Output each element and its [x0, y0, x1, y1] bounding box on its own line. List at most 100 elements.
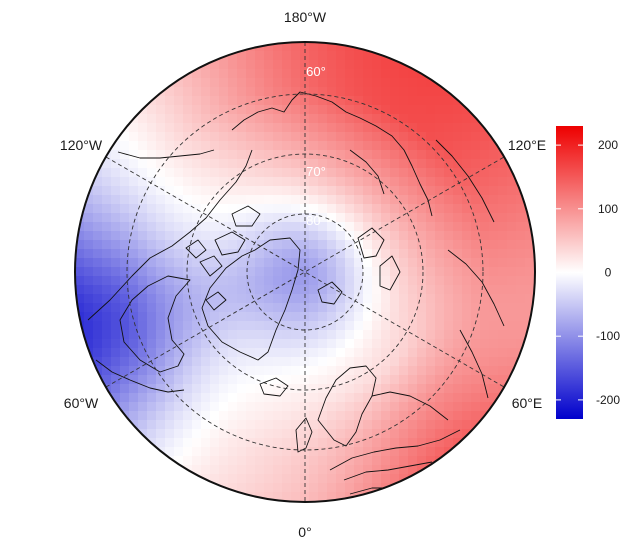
field-cell [363, 483, 373, 493]
field-cell [417, 375, 427, 385]
field-cell [255, 186, 265, 196]
field-cell [426, 393, 436, 403]
field-cell [102, 375, 112, 385]
field-cell [282, 186, 292, 196]
field-cell [417, 294, 427, 304]
field-cell [273, 501, 283, 502]
field-cell [111, 231, 121, 241]
field-cell [156, 105, 166, 115]
field-cell [444, 240, 454, 250]
field-cell [417, 186, 427, 196]
field-cell [228, 177, 238, 187]
field-cell [219, 186, 229, 196]
field-cell [489, 357, 499, 367]
field-cell [192, 87, 202, 97]
field-cell [192, 195, 202, 205]
field-cell [363, 429, 373, 439]
field-cell [84, 285, 94, 295]
field-cell [147, 339, 157, 349]
field-cell [462, 384, 472, 394]
field-cell [210, 357, 220, 367]
field-cell [372, 213, 382, 223]
field-cell [516, 294, 526, 304]
field-cell [498, 267, 508, 277]
field-cell [309, 276, 319, 286]
field-cell [210, 339, 220, 349]
field-cell [363, 150, 373, 160]
field-cell [507, 249, 517, 259]
field-cell [255, 132, 265, 142]
field-cell [237, 456, 247, 466]
field-cell [318, 375, 328, 385]
field-cell [201, 141, 211, 151]
field-cell [138, 123, 148, 133]
field-cell [264, 330, 274, 340]
field-cell [174, 105, 184, 115]
field-cell [435, 222, 445, 232]
field-cell [282, 177, 292, 187]
field-cell [327, 78, 337, 88]
field-cell [201, 96, 211, 106]
field-cell [372, 159, 382, 169]
field-cell [408, 204, 418, 214]
field-cell [363, 69, 373, 79]
field-cell [489, 159, 499, 169]
field-cell [165, 186, 175, 196]
field-cell [291, 465, 301, 475]
field-cell [147, 87, 157, 97]
field-cell [84, 240, 94, 250]
field-cell [363, 51, 373, 61]
field-cell [426, 321, 436, 331]
field-cell [444, 456, 454, 466]
field-cell [426, 132, 436, 142]
lat-label-80: 80° [306, 213, 326, 228]
field-cell [372, 132, 382, 142]
field-cell [498, 177, 508, 187]
field-cell [210, 402, 220, 412]
field-cell [489, 276, 499, 286]
field-cell [390, 357, 400, 367]
field-cell [120, 222, 130, 232]
field-cell [102, 249, 112, 259]
field-cell [507, 186, 517, 196]
field-cell [318, 294, 328, 304]
field-cell [174, 375, 184, 385]
field-cell [291, 483, 301, 493]
field-cell [282, 303, 292, 313]
field-cell [345, 168, 355, 178]
field-cell [399, 240, 409, 250]
field-cell [498, 231, 508, 241]
field-cell [399, 267, 409, 277]
field-cell [174, 177, 184, 187]
field-cell [363, 330, 373, 340]
field-cell [246, 384, 256, 394]
field-cell [471, 393, 481, 403]
field-cell [363, 276, 373, 286]
field-cell [462, 186, 472, 196]
field-cell [165, 267, 175, 277]
field-cell [120, 258, 130, 268]
field-cell [363, 114, 373, 124]
field-cell [336, 87, 346, 97]
field-cell [408, 375, 418, 385]
field-cell [372, 204, 382, 214]
field-cell [120, 285, 130, 295]
field-cell [282, 60, 292, 70]
field-cell [120, 150, 130, 160]
field-cell [345, 141, 355, 151]
field-cell [417, 78, 427, 88]
field-cell [237, 114, 247, 124]
field-cell [102, 303, 112, 313]
field-cell [390, 339, 400, 349]
field-cell [372, 348, 382, 358]
field-cell [201, 411, 211, 421]
field-cell [282, 141, 292, 151]
field-cell [255, 465, 265, 475]
field-cell [273, 87, 283, 97]
field-cell [444, 195, 454, 205]
field-cell [399, 78, 409, 88]
field-cell [408, 303, 418, 313]
field-cell [462, 177, 472, 187]
field-cell [372, 393, 382, 403]
field-cell [309, 213, 319, 223]
